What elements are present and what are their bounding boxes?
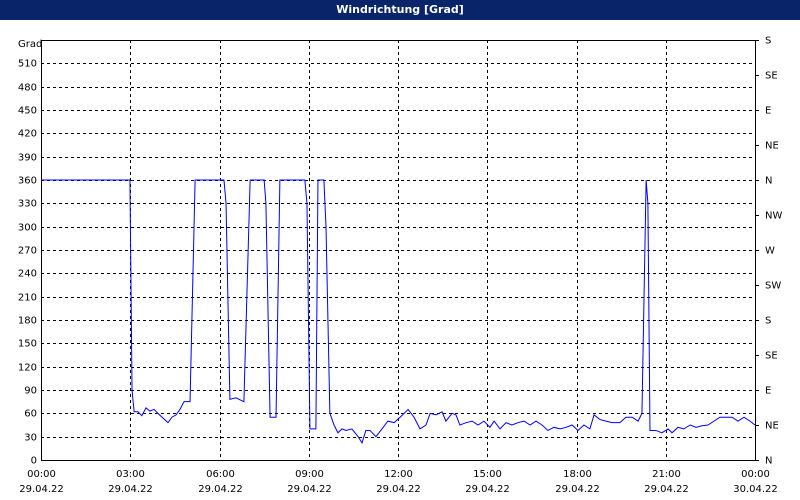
y-tick-label: 90	[24, 386, 37, 397]
y2-tick-label: SE	[765, 351, 778, 362]
y2-tick-label: NE	[765, 421, 779, 432]
y-tick-label: 180	[18, 316, 37, 327]
y-tick-label: 390	[18, 153, 37, 164]
window-title: Windrichtung [Grad]	[0, 0, 800, 20]
y2-tick-label: NE	[765, 141, 779, 152]
y2-tick-label: E	[765, 106, 771, 117]
y-tick-label: 120	[18, 363, 37, 374]
y2-tick-label: SE	[765, 71, 778, 82]
x-tick-date: 29.04.22	[19, 484, 64, 495]
y2-tick-label: N	[765, 176, 772, 187]
y-tick-label: 60	[24, 409, 37, 420]
x-tick-label: 06:00	[206, 469, 235, 480]
x-tick-date: 29.04.22	[376, 484, 421, 495]
y-tick-label: 330	[18, 199, 37, 210]
y2-tick-label: E	[765, 386, 771, 397]
y-tick-label: 450	[18, 106, 37, 117]
x-tick-date: 29.04.22	[555, 484, 600, 495]
plot-frame	[41, 40, 756, 461]
y-tick-label: 270	[18, 246, 37, 257]
x-tick-date: 30.04.22	[733, 484, 778, 495]
y2-tick-label: SW	[765, 281, 781, 292]
y-tick-label: 510	[18, 59, 37, 70]
y2-tick-label: S	[765, 36, 771, 47]
x-tick-label: 18:00	[563, 469, 592, 480]
y-tick-label: 240	[18, 269, 37, 280]
y2-tick-label: W	[765, 246, 775, 257]
x-tick-label: 15:00	[473, 469, 502, 480]
x-tick-label: 03:00	[116, 469, 145, 480]
x-tick-label: 09:00	[295, 469, 324, 480]
y-tick-label: 480	[18, 83, 37, 94]
data-line	[41, 179, 756, 445]
y-tick-label: 210	[18, 293, 37, 304]
x-tick-label: 00:00	[27, 469, 56, 480]
y-tick-label: 30	[24, 433, 37, 444]
y-tick-label: 420	[18, 129, 37, 140]
y-tick-label: 360	[18, 176, 37, 187]
x-tick-date: 29.04.22	[287, 484, 332, 495]
x-tick-date: 29.04.22	[198, 484, 243, 495]
x-tick-label: 12:00	[384, 469, 413, 480]
y2-tick-label: NW	[765, 211, 782, 222]
x-tick-date: 29.04.22	[644, 484, 689, 495]
y-tick-label: 0	[31, 456, 37, 467]
y-tick-label: 300	[18, 223, 37, 234]
x-tick-label: 00:00	[741, 469, 770, 480]
y2-tick-label: N	[765, 456, 772, 467]
y-axis-label: Grad	[18, 39, 42, 50]
x-tick-label: 21:00	[652, 469, 681, 480]
y2-tick-label: S	[765, 316, 771, 327]
x-tick-date: 29.04.22	[465, 484, 510, 495]
x-tick-date: 29.04.22	[108, 484, 153, 495]
y-tick-label: 150	[18, 339, 37, 350]
